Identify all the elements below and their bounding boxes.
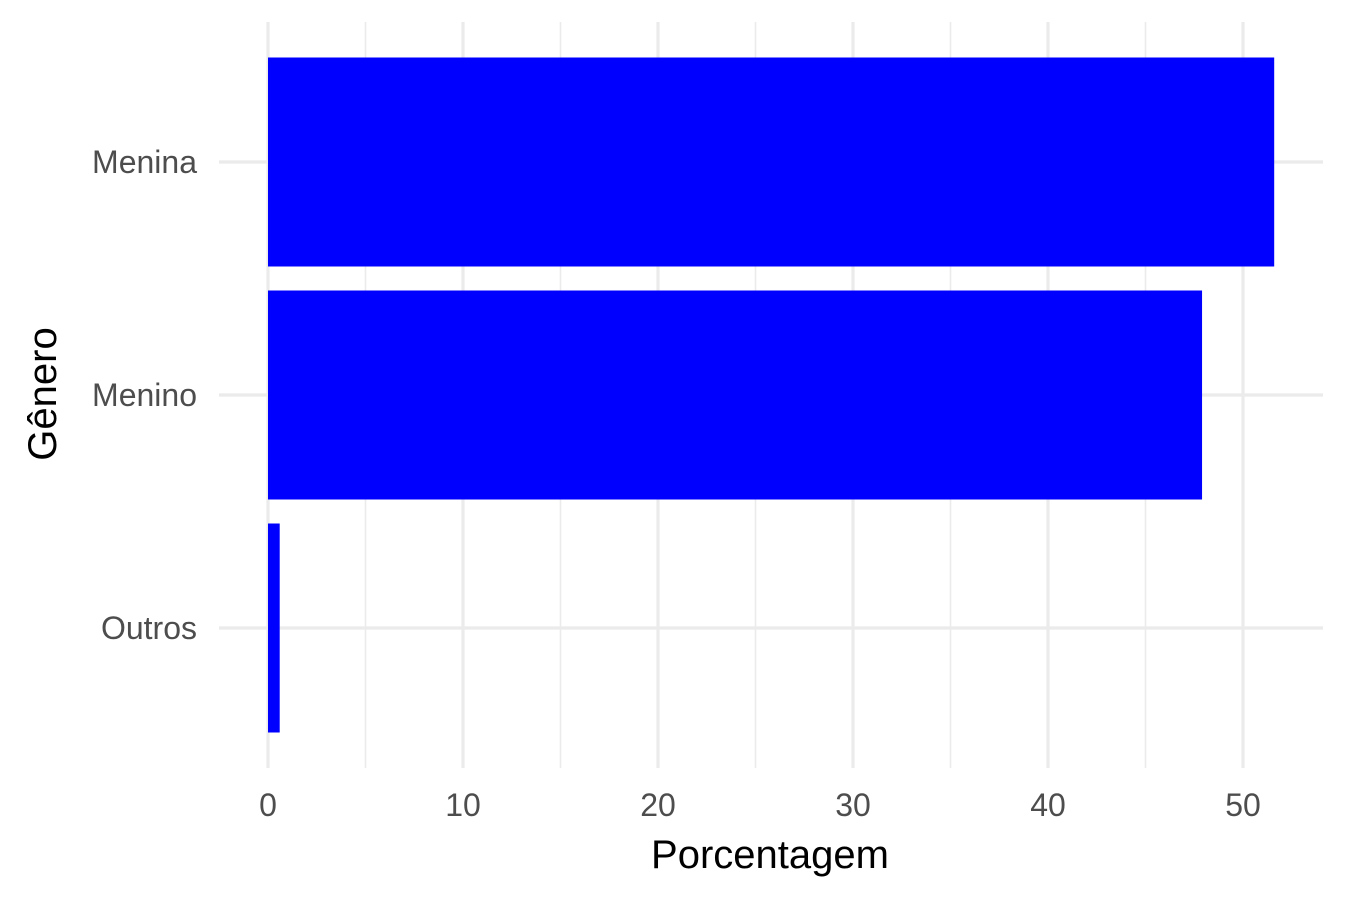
x-tick-label: 40 <box>1030 787 1066 823</box>
y-tick-label: Menino <box>92 377 197 413</box>
x-tick-label: 10 <box>445 787 481 823</box>
y-axis-tick-labels: Menina Menino Outros <box>92 144 197 646</box>
bars <box>268 57 1275 733</box>
x-tick-label: 20 <box>640 787 676 823</box>
x-axis-tick-labels: 0 10 20 30 40 50 <box>259 787 1261 823</box>
x-tick-label: 0 <box>259 787 277 823</box>
x-tick-label: 30 <box>835 787 871 823</box>
x-tick-label: 50 <box>1225 787 1261 823</box>
bar-menina <box>268 57 1275 267</box>
x-axis-title: Porcentagem <box>651 833 889 877</box>
y-axis-title: Gênero <box>21 327 65 460</box>
bar-outros <box>268 523 280 733</box>
y-tick-label: Menina <box>92 144 197 180</box>
y-tick-label: Outros <box>101 610 197 646</box>
bar-menino <box>268 290 1203 500</box>
